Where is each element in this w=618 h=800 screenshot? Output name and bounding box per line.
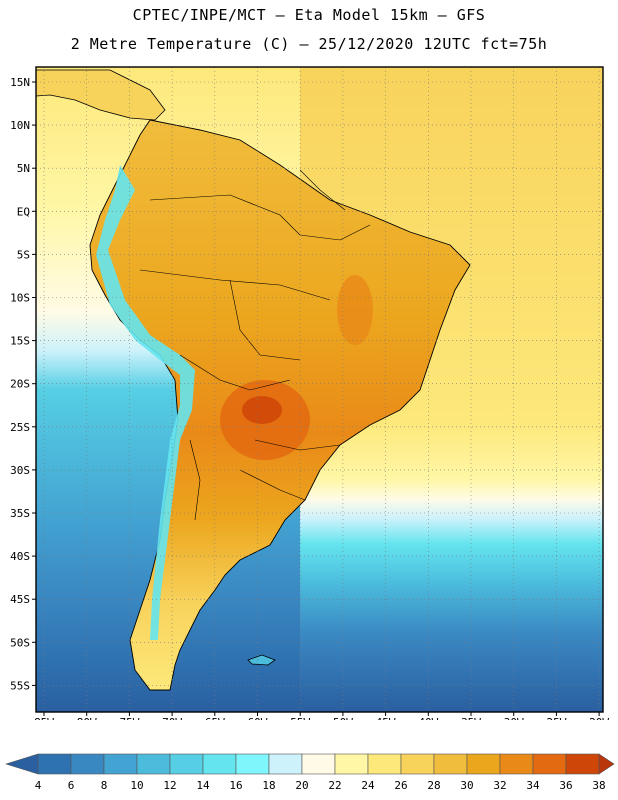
brazil-warm-spot xyxy=(337,275,373,345)
map-title: CPTEC/INPE/MCT – Eta Model 15km – GFS xyxy=(132,6,486,24)
colorbar-label: 4 xyxy=(35,779,42,792)
lat-label: 50S xyxy=(10,636,30,649)
lon-label: 35W xyxy=(461,716,481,720)
colorbar-swatch xyxy=(532,753,567,775)
longitude-axis: 85W 80W 75W 70W 65W 60W 55W 50W 45W 40W 35W 30W 25W 2… xyxy=(34,712,609,720)
colorbar-swatch xyxy=(433,753,468,775)
colorbar-swatch xyxy=(367,753,402,775)
lat-label: 25S xyxy=(10,421,30,434)
colorbar-swatch xyxy=(37,753,72,775)
colorbar-swatch xyxy=(268,753,303,775)
lon-label: 55W xyxy=(290,716,310,720)
colorbar-label: 18 xyxy=(262,779,275,792)
lon-label: 30W xyxy=(504,716,524,720)
lon-label: 45W xyxy=(376,716,396,720)
colorbar-swatch xyxy=(70,753,105,775)
temperature-map: 15N 10N 5N EQ 5S 10S 15S 20S 25S 30S 35S 40S 45S 50S 5… xyxy=(10,66,609,720)
colorbar-swatch xyxy=(301,753,336,775)
lon-label: 50W xyxy=(333,716,353,720)
lat-label: 15N xyxy=(10,76,30,89)
colorbar-swatch xyxy=(202,753,237,775)
latitude-axis: 15N 10N 5N EQ 5S 10S 15S 20S 25S 30S 35S 40S 45S 50S 5… xyxy=(10,76,36,692)
lon-label: 80W xyxy=(77,716,97,720)
colorbar-label: 32 xyxy=(493,779,506,792)
colorbar-high-arrow xyxy=(598,753,615,775)
colorbar-swatch xyxy=(334,753,369,775)
lat-label: 45S xyxy=(10,593,30,606)
colorbar-swatch xyxy=(169,753,204,775)
colorbar-swatch xyxy=(400,753,435,775)
lat-label: 5S xyxy=(17,248,30,261)
colorbar-label: 34 xyxy=(526,779,540,792)
colorbar-label: 24 xyxy=(361,779,375,792)
lat-label: 10N xyxy=(10,119,30,132)
colorbar-label: 28 xyxy=(427,779,440,792)
colorbar-label: 38 xyxy=(592,779,605,792)
lon-label: 85W xyxy=(34,716,54,720)
colorbar-label: 36 xyxy=(559,779,572,792)
colorbar-swatch xyxy=(565,753,600,775)
colorbar-swatch xyxy=(499,753,534,775)
colorbar-label: 26 xyxy=(394,779,407,792)
colorbar-swatch xyxy=(103,753,138,775)
lat-label: 30S xyxy=(10,464,30,477)
lat-label: 20S xyxy=(10,378,30,391)
lon-label: 70W xyxy=(162,716,182,720)
lat-label: 55S xyxy=(10,679,30,692)
colorbar-swatch xyxy=(136,753,171,775)
lat-label: 35S xyxy=(10,507,30,520)
colorbar-label: 30 xyxy=(460,779,473,792)
lon-label: 40W xyxy=(418,716,438,720)
lat-label: EQ xyxy=(17,205,30,218)
lat-label: 5N xyxy=(17,162,30,175)
central-america xyxy=(36,69,166,121)
lat-label: 10S xyxy=(10,292,30,305)
colorbar-swatch xyxy=(466,753,501,775)
colorbar-low-arrow xyxy=(4,753,39,775)
colorbar-label: 14 xyxy=(196,779,210,792)
lon-label: 60W xyxy=(248,716,268,720)
colorbar-label: 12 xyxy=(163,779,176,792)
lon-label: 20W xyxy=(589,716,609,720)
colorbar-label: 20 xyxy=(295,779,308,792)
falkland-islands xyxy=(247,654,276,666)
map-subtitle: 2 Metre Temperature (C) – 25/12/2020 12U… xyxy=(70,35,548,53)
chaco-core xyxy=(242,396,282,424)
lat-label: 15S xyxy=(10,335,30,348)
graticule xyxy=(36,67,603,712)
colorbar-label: 6 xyxy=(68,779,75,792)
lat-label: 40S xyxy=(10,550,30,563)
colorbar-label: 10 xyxy=(130,779,143,792)
lon-label: 65W xyxy=(205,716,225,720)
colorbar-swatch xyxy=(235,753,270,775)
colorbar-label: 8 xyxy=(101,779,108,792)
colorbar-label: 16 xyxy=(229,779,242,792)
map-frame xyxy=(35,66,604,713)
lon-label: 75W xyxy=(119,716,139,720)
country-borders xyxy=(139,169,371,521)
colorbar: 4 6 8 10 12 14 16 18 20 22 24 26 28 30 32 34 36 38 xyxy=(4,753,615,792)
lon-label: 25W xyxy=(546,716,566,720)
colorbar-label: 22 xyxy=(328,779,341,792)
